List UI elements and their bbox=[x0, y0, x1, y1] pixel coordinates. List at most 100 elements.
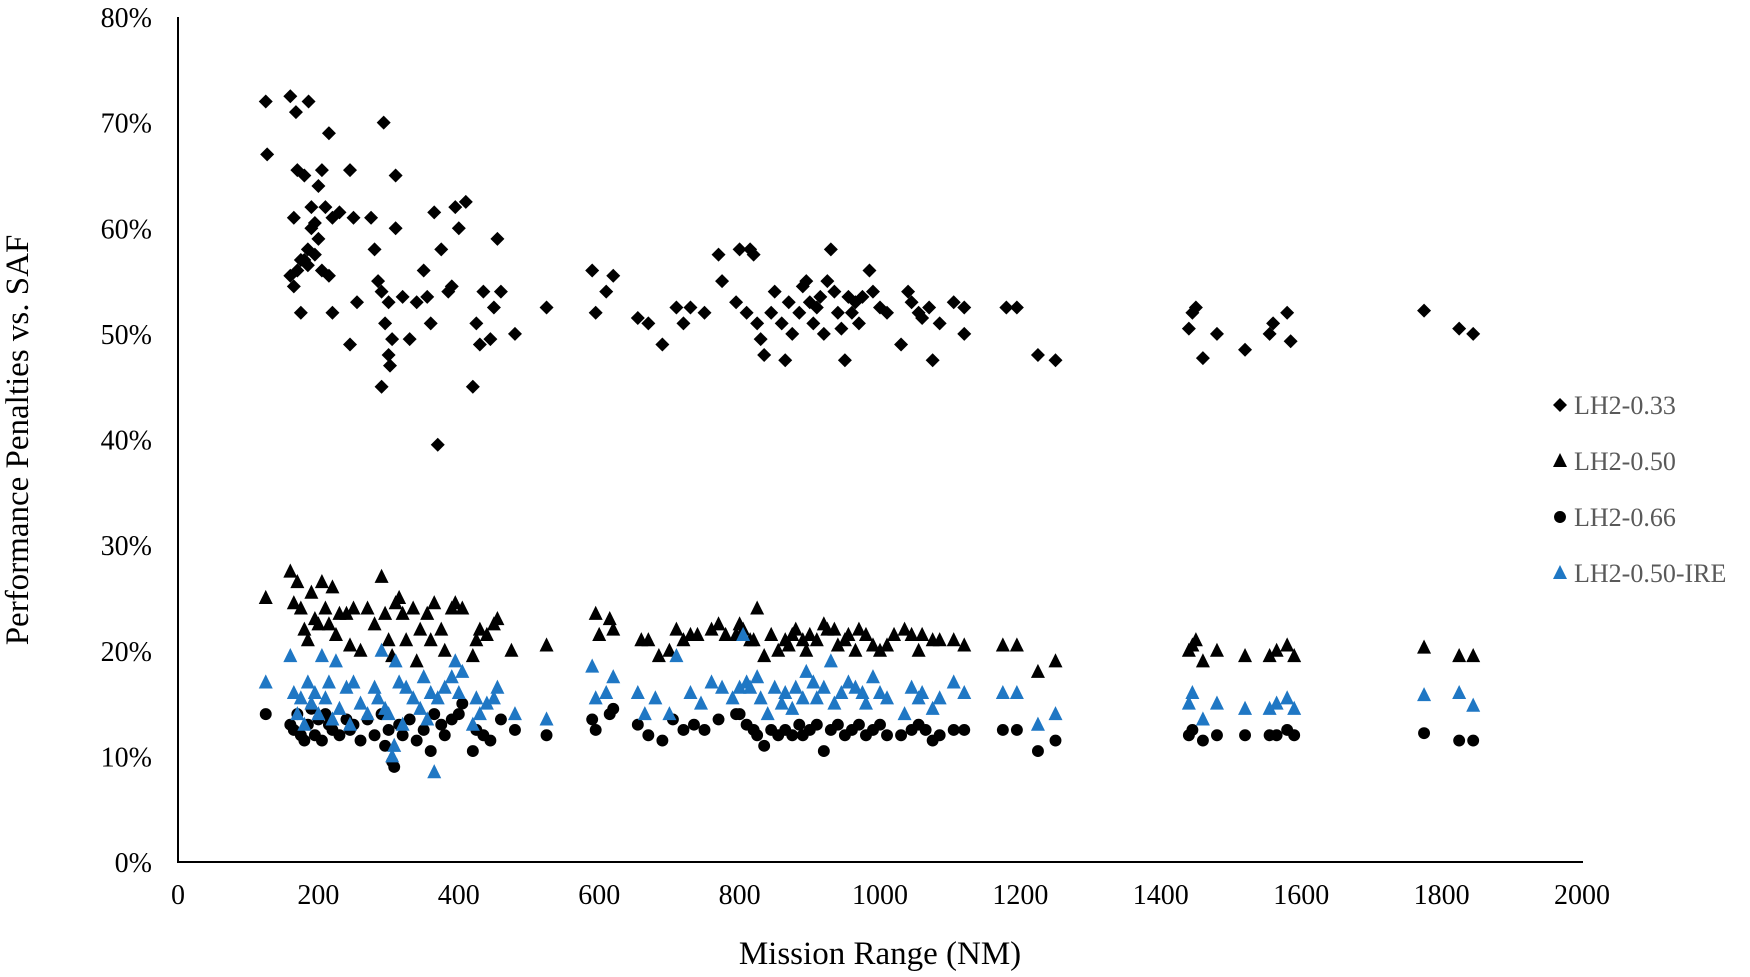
data-point bbox=[753, 690, 768, 705]
data-point bbox=[321, 268, 336, 283]
data-point bbox=[455, 600, 470, 615]
data-point bbox=[781, 637, 796, 652]
data-point bbox=[416, 669, 431, 684]
data-point bbox=[669, 621, 684, 636]
data-point bbox=[465, 647, 480, 663]
data-point bbox=[806, 674, 821, 689]
data-point bbox=[781, 295, 796, 310]
data-point bbox=[946, 674, 961, 689]
data-point bbox=[300, 632, 315, 647]
data-point bbox=[831, 718, 844, 731]
data-point bbox=[851, 621, 866, 636]
data-point bbox=[1030, 716, 1045, 731]
data-point bbox=[995, 637, 1010, 652]
data-point bbox=[452, 708, 465, 721]
y-tick-label: 0% bbox=[115, 848, 152, 879]
data-point bbox=[311, 231, 326, 246]
data-point bbox=[325, 579, 340, 594]
data-point bbox=[729, 295, 744, 310]
data-point bbox=[932, 316, 947, 331]
data-point bbox=[437, 679, 452, 694]
data-point bbox=[743, 679, 758, 694]
data-point bbox=[786, 729, 799, 742]
legend-label: LH2-0.50-IRE bbox=[1574, 559, 1726, 588]
data-point bbox=[353, 642, 368, 657]
data-point bbox=[760, 706, 775, 721]
data-point bbox=[1269, 695, 1284, 710]
series-lh2-0-66 bbox=[259, 697, 1480, 773]
data-point bbox=[799, 642, 814, 657]
data-point bbox=[1266, 316, 1281, 331]
data-point bbox=[378, 605, 393, 620]
data-point bbox=[379, 739, 392, 752]
data-point bbox=[858, 695, 873, 710]
data-point bbox=[873, 684, 887, 700]
data-point bbox=[1262, 647, 1277, 663]
data-point bbox=[1466, 697, 1481, 712]
data-point bbox=[260, 147, 275, 162]
data-point bbox=[946, 295, 961, 310]
data-point bbox=[383, 358, 398, 373]
data-point bbox=[925, 700, 940, 715]
data-point bbox=[841, 626, 856, 641]
data-point bbox=[381, 348, 396, 362]
data-point bbox=[795, 632, 810, 647]
data-point bbox=[321, 674, 336, 689]
data-point bbox=[325, 711, 340, 726]
data-point bbox=[778, 684, 793, 700]
data-point bbox=[371, 690, 386, 705]
data-point bbox=[430, 437, 445, 452]
legend-label: LH2-0.66 bbox=[1574, 503, 1676, 532]
data-point bbox=[300, 258, 315, 273]
data-point bbox=[1466, 647, 1481, 663]
data-point bbox=[290, 706, 305, 721]
data-point bbox=[1262, 326, 1277, 341]
data-point bbox=[1209, 326, 1224, 341]
data-point bbox=[862, 263, 877, 278]
data-point bbox=[399, 632, 414, 647]
legend-label: LH2-0.50 bbox=[1574, 447, 1676, 476]
x-tick-label: 2000 bbox=[1554, 880, 1610, 911]
data-point bbox=[732, 679, 747, 694]
data-point bbox=[957, 326, 972, 341]
data-point bbox=[855, 684, 870, 700]
data-point bbox=[651, 647, 666, 663]
data-point bbox=[757, 348, 772, 362]
data-point bbox=[297, 621, 312, 636]
data-point bbox=[374, 379, 389, 394]
data-point bbox=[802, 626, 817, 641]
data-point bbox=[427, 595, 442, 610]
data-point bbox=[865, 669, 880, 684]
data-point bbox=[423, 316, 438, 331]
data-point bbox=[388, 653, 403, 668]
data-point bbox=[539, 711, 554, 726]
y-tick-label: 20% bbox=[101, 637, 152, 668]
data-point bbox=[300, 674, 315, 689]
data-point bbox=[385, 748, 400, 763]
data-point bbox=[599, 684, 614, 700]
data-point bbox=[374, 568, 389, 583]
y-axis-title: Performance Penalties vs. SAF bbox=[0, 235, 36, 646]
x-tick-label: 1800 bbox=[1414, 880, 1470, 911]
data-point bbox=[750, 316, 765, 331]
data-point bbox=[321, 616, 336, 631]
data-point bbox=[688, 718, 700, 731]
data-point bbox=[915, 626, 930, 641]
data-point bbox=[428, 708, 441, 721]
data-point bbox=[465, 716, 480, 731]
data-point bbox=[258, 674, 273, 689]
data-point bbox=[662, 706, 677, 721]
data-point bbox=[774, 316, 789, 331]
data-point bbox=[799, 274, 814, 289]
data-point bbox=[540, 729, 553, 742]
x-tick-label: 0 bbox=[171, 880, 185, 911]
data-point bbox=[837, 353, 852, 368]
data-point bbox=[996, 724, 1009, 736]
data-point bbox=[919, 724, 932, 736]
data-point bbox=[880, 305, 895, 320]
data-point bbox=[381, 706, 396, 721]
data-point bbox=[321, 126, 336, 141]
data-point bbox=[947, 724, 960, 736]
data-point bbox=[423, 684, 438, 700]
data-point bbox=[1030, 348, 1045, 362]
